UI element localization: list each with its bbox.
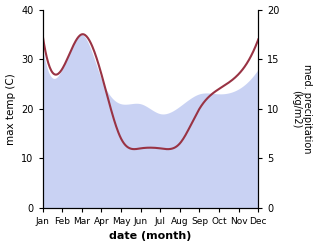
- Y-axis label: max temp (C): max temp (C): [5, 73, 16, 144]
- Y-axis label: med. precipitation
(kg/m2): med. precipitation (kg/m2): [291, 64, 313, 153]
- X-axis label: date (month): date (month): [109, 231, 192, 242]
